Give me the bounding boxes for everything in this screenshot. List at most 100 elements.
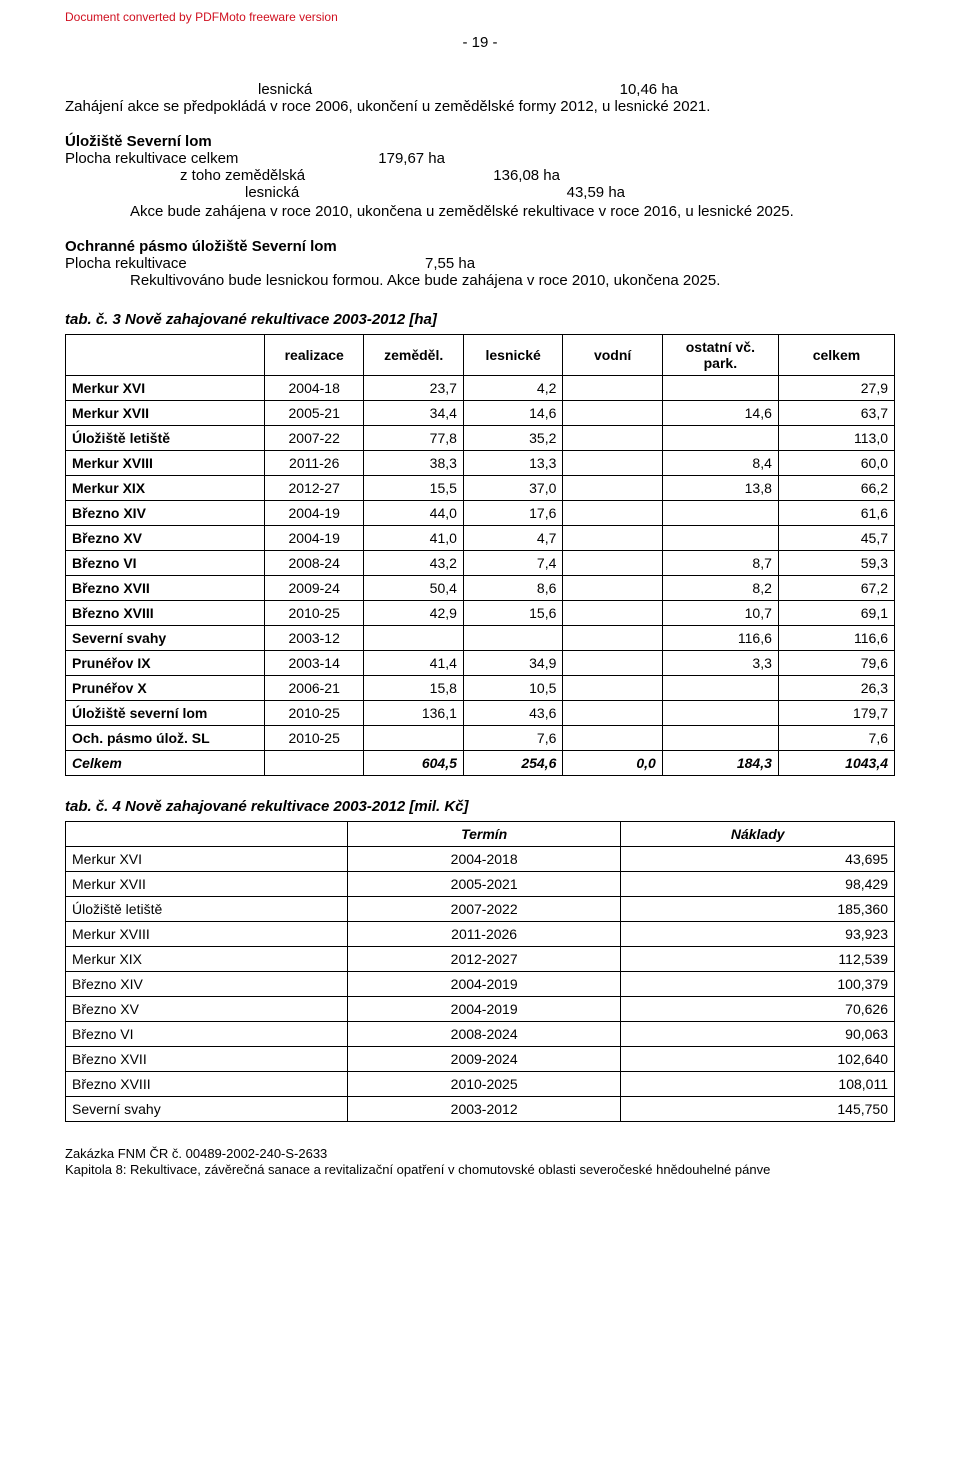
t4-caption: tab. č. 4 Nově zahajované rekultivace 20… <box>65 798 895 815</box>
table-cell <box>662 426 778 451</box>
table-cell: Březno XVII <box>66 1047 348 1072</box>
table-cell: Březno XVIII <box>66 1072 348 1097</box>
table-cell: Březno XV <box>66 526 265 551</box>
table-cell: 2010-2025 <box>347 1072 621 1097</box>
table-cell <box>364 726 463 751</box>
table-cell: 13,8 <box>662 476 778 501</box>
b2-r3a: lesnická <box>65 184 530 201</box>
table-cell <box>563 426 662 451</box>
table-cell: 3,3 <box>662 651 778 676</box>
table-cell: 4,2 <box>463 376 562 401</box>
table-cell <box>563 626 662 651</box>
table-cell: 2004-2018 <box>347 847 621 872</box>
table-cell <box>563 651 662 676</box>
b3-text-span: Rekultivováno bude lesnickou formou. Akc… <box>130 272 720 289</box>
b3-r1b: 7,55 ha <box>425 255 475 272</box>
table-cell <box>364 626 463 651</box>
table-cell: Březno VI <box>66 551 265 576</box>
table-cell: 90,063 <box>621 1022 895 1047</box>
table-cell: 604,5 <box>364 751 463 776</box>
table-cell <box>662 726 778 751</box>
table-cell: 27,9 <box>778 376 894 401</box>
block-lesnicka: lesnická 10,46 ha Zahájení akce se předp… <box>130 81 895 115</box>
table-cell: Merkur XIX <box>66 947 348 972</box>
table-cell: 38,3 <box>364 451 463 476</box>
table-cell: 2011-26 <box>264 451 363 476</box>
table-cell: 26,3 <box>778 676 894 701</box>
table-cell: 1043,4 <box>778 751 894 776</box>
table-4: Termín Náklady Merkur XVI2004-201843,695… <box>65 821 895 1122</box>
table-cell: 136,1 <box>364 701 463 726</box>
table-cell: 2012-2027 <box>347 947 621 972</box>
t4-h1: Termín <box>347 822 621 847</box>
table-cell: 2010-25 <box>264 601 363 626</box>
t3-h2: zeměděl. <box>364 335 463 376</box>
table-cell: 2011-2026 <box>347 922 621 947</box>
b2-text-span: Akce bude zahájena v roce 2010, ukončena… <box>130 203 794 220</box>
table-cell: 10,7 <box>662 601 778 626</box>
b3-text: Rekultivováno bude lesnickou formou. Akc… <box>65 272 895 289</box>
table-cell: 34,9 <box>463 651 562 676</box>
table-cell: 100,379 <box>621 972 895 997</box>
table-cell: 2007-22 <box>264 426 363 451</box>
table-cell: 2010-25 <box>264 701 363 726</box>
table-cell: 2009-24 <box>264 576 363 601</box>
table-cell: 79,6 <box>778 651 894 676</box>
table-cell: 98,429 <box>621 872 895 897</box>
table-cell: 2004-2019 <box>347 972 621 997</box>
b2-r2a: z toho zemědělská <box>65 167 465 184</box>
b2-r2b: 136,08 ha <box>465 167 560 184</box>
table-cell <box>563 401 662 426</box>
table-cell: 2004-2019 <box>347 997 621 1022</box>
watermark: Document converted by PDFMoto freeware v… <box>65 10 895 24</box>
table-cell: Úložiště letiště <box>66 426 265 451</box>
table-cell: 112,539 <box>621 947 895 972</box>
table-cell: 35,2 <box>463 426 562 451</box>
table-cell: 0,0 <box>563 751 662 776</box>
t3-h5: ostatní vč. park. <box>662 335 778 376</box>
table-cell: 61,6 <box>778 501 894 526</box>
table-cell: Och. pásmo úlož. SL <box>66 726 265 751</box>
table-cell: 59,3 <box>778 551 894 576</box>
table-cell: 113,0 <box>778 426 894 451</box>
table-cell: 7,6 <box>778 726 894 751</box>
table-cell <box>563 676 662 701</box>
table-cell: Březno XV <box>66 997 348 1022</box>
table-cell: 10,5 <box>463 676 562 701</box>
b2-r3b: 43,59 ha <box>530 184 625 201</box>
table-cell: Prunéřov X <box>66 676 265 701</box>
table-cell: 60,0 <box>778 451 894 476</box>
table-cell: 2005-21 <box>264 401 363 426</box>
block-uloziste: Úložiště Severní lom Plocha rekultivace … <box>65 133 895 220</box>
table-cell: 116,6 <box>778 626 894 651</box>
table-cell: Prunéřov IX <box>66 651 265 676</box>
t3-h6: celkem <box>778 335 894 376</box>
table-cell <box>563 526 662 551</box>
table-cell: 37,0 <box>463 476 562 501</box>
table-cell: 2003-12 <box>264 626 363 651</box>
table-cell: 63,7 <box>778 401 894 426</box>
footer-l2: Kapitola 8: Rekultivace, závěrečná sanac… <box>65 1162 895 1178</box>
t4-h2: Náklady <box>621 822 895 847</box>
table-cell <box>563 376 662 401</box>
b2-text: Akce bude zahájena v roce 2010, ukončena… <box>65 203 895 220</box>
b3-title: Ochranné pásmo úložiště Severní lom <box>65 238 895 255</box>
table-cell: 14,6 <box>463 401 562 426</box>
table-cell <box>563 501 662 526</box>
table-cell: 4,7 <box>463 526 562 551</box>
b1-text: Zahájení akce se předpokládá v roce 2006… <box>65 98 895 115</box>
table-cell: 13,3 <box>463 451 562 476</box>
table-cell: 8,6 <box>463 576 562 601</box>
table-cell <box>463 626 562 651</box>
table-cell: 8,2 <box>662 576 778 601</box>
table-cell: 102,640 <box>621 1047 895 1072</box>
table-cell: Březno XIV <box>66 501 265 526</box>
table-cell: 2005-2021 <box>347 872 621 897</box>
table-cell: 15,6 <box>463 601 562 626</box>
table-cell: 45,7 <box>778 526 894 551</box>
table-cell: 2004-19 <box>264 526 363 551</box>
t3-h4: vodní <box>563 335 662 376</box>
table-cell: 145,750 <box>621 1097 895 1122</box>
t3-h3: lesnické <box>463 335 562 376</box>
table-cell: Březno VI <box>66 1022 348 1047</box>
